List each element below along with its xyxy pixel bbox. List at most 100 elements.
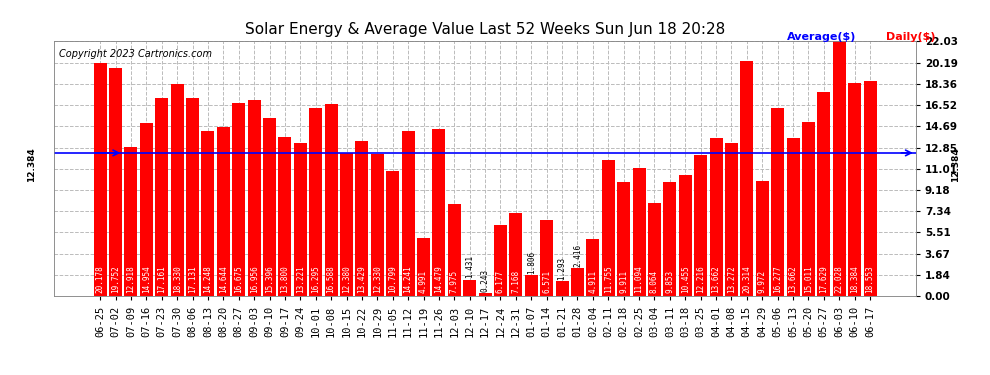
Text: 16.277: 16.277 <box>773 265 782 293</box>
Bar <box>233 103 246 296</box>
Text: 20.178: 20.178 <box>96 265 105 293</box>
Bar <box>478 293 492 296</box>
Bar <box>725 142 738 296</box>
Text: 12.330: 12.330 <box>373 265 382 293</box>
Text: 12.384: 12.384 <box>950 148 960 183</box>
Bar <box>340 153 353 296</box>
Bar <box>217 127 230 296</box>
Bar <box>755 181 769 296</box>
Text: 17.161: 17.161 <box>157 265 166 293</box>
Text: 12.918: 12.918 <box>127 265 136 293</box>
Bar <box>278 136 291 296</box>
Text: 9.853: 9.853 <box>665 270 674 293</box>
Text: 18.553: 18.553 <box>865 265 874 293</box>
Text: 20.314: 20.314 <box>742 265 751 293</box>
Bar <box>617 182 631 296</box>
Bar <box>294 143 307 296</box>
Bar <box>663 182 676 296</box>
Text: 15.011: 15.011 <box>804 265 813 293</box>
Text: 16.956: 16.956 <box>249 265 258 293</box>
Text: 15.396: 15.396 <box>265 265 274 293</box>
Bar <box>109 68 122 296</box>
Text: 19.752: 19.752 <box>111 265 120 293</box>
Bar <box>186 98 199 296</box>
Text: 12.380: 12.380 <box>342 265 351 293</box>
Bar <box>525 275 538 296</box>
Bar <box>555 281 568 296</box>
Text: 13.662: 13.662 <box>712 265 721 293</box>
Text: 4.991: 4.991 <box>419 270 428 293</box>
Text: 18.330: 18.330 <box>172 265 181 293</box>
Bar <box>433 129 446 296</box>
Text: 11.094: 11.094 <box>635 265 644 293</box>
Text: 18.384: 18.384 <box>850 265 859 293</box>
Bar <box>355 141 368 296</box>
Text: 7.168: 7.168 <box>512 270 521 293</box>
Bar <box>325 104 338 296</box>
Text: Average($): Average($) <box>787 32 856 42</box>
Text: 1.806: 1.806 <box>527 251 536 274</box>
Title: Solar Energy & Average Value Last 52 Weeks Sun Jun 18 20:28: Solar Energy & Average Value Last 52 Wee… <box>245 22 726 37</box>
Bar <box>710 138 723 296</box>
Text: 17.131: 17.131 <box>188 265 197 293</box>
Text: 6.571: 6.571 <box>543 270 551 293</box>
Text: 14.954: 14.954 <box>142 265 150 293</box>
Text: 4.911: 4.911 <box>588 270 597 293</box>
Bar <box>802 123 815 296</box>
Bar <box>125 147 138 296</box>
Text: 12.384: 12.384 <box>27 148 37 183</box>
Bar <box>602 160 615 296</box>
Bar <box>402 131 415 296</box>
Bar <box>248 100 260 296</box>
Bar <box>509 213 523 296</box>
Bar <box>833 41 845 296</box>
Text: 11.755: 11.755 <box>604 265 613 293</box>
Bar <box>741 61 753 296</box>
Text: 10.455: 10.455 <box>681 265 690 293</box>
Text: 14.479: 14.479 <box>435 265 444 293</box>
Text: 1.293: 1.293 <box>557 256 566 279</box>
Text: 9.911: 9.911 <box>619 270 629 293</box>
Bar <box>447 204 461 296</box>
Text: 16.295: 16.295 <box>311 265 320 293</box>
Text: 0.243: 0.243 <box>480 268 490 292</box>
Bar <box>679 175 692 296</box>
Text: 13.662: 13.662 <box>789 265 798 293</box>
Bar <box>786 138 800 296</box>
Text: 6.177: 6.177 <box>496 270 505 293</box>
Text: 13.429: 13.429 <box>357 265 366 293</box>
Text: 17.629: 17.629 <box>820 265 829 293</box>
Text: 7.975: 7.975 <box>449 270 458 293</box>
Text: Copyright 2023 Cartronics.com: Copyright 2023 Cartronics.com <box>58 49 212 59</box>
Text: 14.644: 14.644 <box>219 265 228 293</box>
Text: Daily($): Daily($) <box>886 32 936 42</box>
Text: 16.675: 16.675 <box>235 265 244 293</box>
Text: 14.241: 14.241 <box>404 265 413 293</box>
Bar <box>94 63 107 296</box>
Bar <box>586 239 599 296</box>
Bar <box>386 171 399 296</box>
Bar <box>201 131 215 296</box>
Bar <box>541 220 553 296</box>
Text: 16.588: 16.588 <box>327 265 336 293</box>
Bar <box>494 225 507 296</box>
Bar <box>371 153 384 296</box>
Bar <box>771 108 784 296</box>
Bar <box>263 118 276 296</box>
Text: 9.972: 9.972 <box>757 270 767 293</box>
Text: 13.272: 13.272 <box>727 265 736 293</box>
Bar <box>463 280 476 296</box>
Bar <box>571 268 584 296</box>
Text: 22.028: 22.028 <box>835 265 843 293</box>
Bar <box>155 98 168 296</box>
Bar <box>647 203 661 296</box>
Bar <box>417 238 430 296</box>
Bar <box>309 108 323 296</box>
Bar <box>694 155 707 296</box>
Text: 1.431: 1.431 <box>465 255 474 278</box>
Bar <box>818 92 831 296</box>
Bar <box>863 81 876 296</box>
Bar <box>633 168 645 296</box>
Bar <box>140 123 152 296</box>
Bar <box>848 84 861 296</box>
